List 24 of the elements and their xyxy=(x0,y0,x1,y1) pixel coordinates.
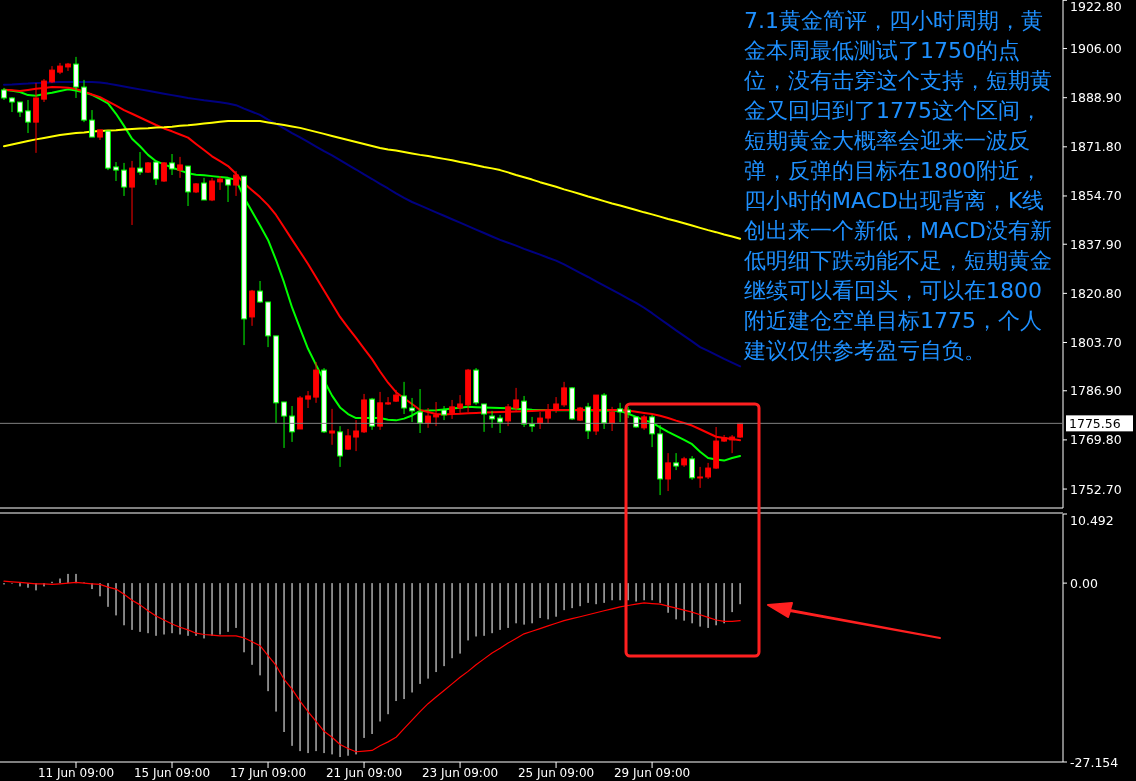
y-tick-label: 0.00 xyxy=(1070,575,1098,591)
text: 7.1黄金简评，四小时周期，黄金本周最低测试了1750的点位，没有击穿这个支持，短期黄金又回归到了1775这个区间，短期黄金大概率会迎来一波反弹，反弹的目标在1800附近，四小时的MACD出现背离，K线创出来一个新低，MACD没有新低明细下跌动能不足，短期黄金继续可以看回头，可以在1800附近建仓空单目标1775，个人建议仅供参考盈亏自负。 xyxy=(744,8,1052,363)
line-series xyxy=(3,119,742,240)
x-tick-label: 15 Jun 09:00 xyxy=(133,766,211,780)
y-tick-label: 1752.70 xyxy=(1070,481,1122,497)
x-tick-label: 29 Jun 09:00 xyxy=(613,766,691,780)
ref-line-label: 1775.56 xyxy=(1069,415,1121,431)
y-tick-label: 1769.80 xyxy=(1070,432,1122,448)
y-tick-label: 1837.90 xyxy=(1070,236,1122,252)
y-tick-label: 1786.90 xyxy=(1070,383,1122,399)
x-tick-label: 25 Jun 09:00 xyxy=(517,766,595,780)
x-tick-label: 17 Jun 09:00 xyxy=(229,766,307,780)
x-tick-label: 11 Jun 09:00 xyxy=(37,766,115,780)
y-tick-label: 10.492 xyxy=(1070,513,1114,528)
y-tick-label: 1888.90 xyxy=(1070,90,1122,106)
y-tick-label: 1803.70 xyxy=(1070,335,1122,350)
y-tick-label: 1871.80 xyxy=(1070,139,1122,155)
y-tick-label: 1854.70 xyxy=(1070,188,1122,204)
x-tick-label: 21 Jun 09:00 xyxy=(325,766,403,780)
y-tick-label: 1906.00 xyxy=(1070,41,1122,57)
y-tick-label: 1922.80 xyxy=(1070,0,1122,14)
x-tick-label: 23 Jun 09:00 xyxy=(421,766,499,780)
y-tick-label: 1820.80 xyxy=(1070,285,1122,301)
y-tick-label: -27.154 xyxy=(1070,754,1119,770)
